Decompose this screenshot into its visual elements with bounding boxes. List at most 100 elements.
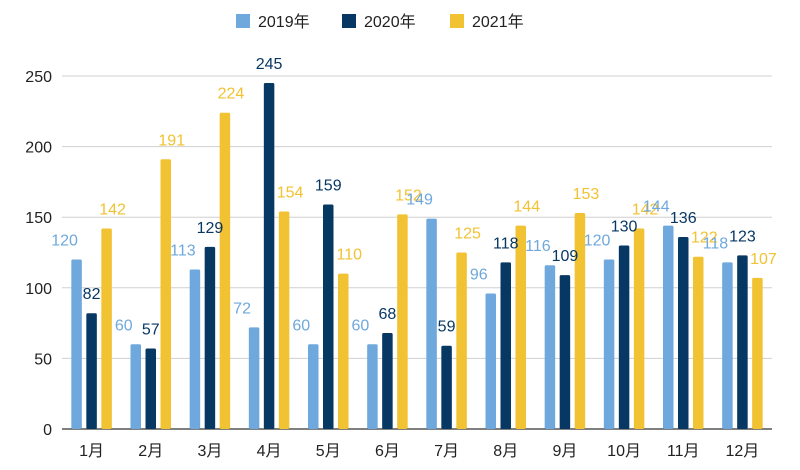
data-label: 110	[336, 247, 362, 264]
legend-swatch	[450, 14, 464, 28]
bar-2021年-12月[interactable]	[752, 277, 763, 429]
data-label: 191	[158, 132, 185, 149]
bar-2021年-2月[interactable]	[160, 159, 172, 430]
data-label: 152	[395, 187, 422, 204]
data-label: 107	[750, 251, 777, 268]
x-tick-label: 5月	[316, 443, 341, 460]
data-label: 120	[51, 233, 78, 250]
bar-2020年-1月[interactable]	[86, 313, 97, 429]
legend[interactable]: 2019年 2020年 2021年	[236, 13, 524, 31]
x-axis: 1月 2月 3月 4月 5月 6月 7月 8月 9月 10月 11月 12月	[79, 443, 759, 460]
data-label: 60	[292, 317, 310, 334]
x-tick-label: 7月	[434, 443, 459, 460]
x-tick-label: 2月	[138, 443, 163, 460]
y-tick-label: 200	[25, 140, 52, 157]
data-label: 72	[233, 300, 251, 317]
legend-label: 2019年	[258, 13, 310, 31]
bar-2019年-7月[interactable]	[426, 218, 437, 429]
x-tick-label: 3月	[197, 443, 222, 460]
data-label: 59	[438, 319, 456, 336]
bar-area	[71, 83, 763, 430]
bar-2021年-4月[interactable]	[278, 211, 290, 429]
bar-2021年-10月[interactable]	[633, 228, 645, 429]
data-label: 224	[218, 86, 245, 103]
y-tick-label: 0	[43, 422, 52, 439]
bar-2021年-6月[interactable]	[397, 214, 408, 429]
data-label: 154	[277, 185, 304, 202]
bar-2021年-7月[interactable]	[456, 252, 467, 430]
bar-2020年-9月[interactable]	[559, 275, 571, 429]
data-label: 142	[99, 201, 126, 218]
bar-2020年-6月[interactable]	[382, 332, 393, 429]
bar-2019年-1月[interactable]	[71, 259, 82, 429]
y-tick-label: 150	[25, 210, 52, 227]
bar-2020年-7月[interactable]	[441, 345, 452, 429]
bar-2019年-5月[interactable]	[308, 344, 319, 429]
data-label: 60	[352, 317, 370, 334]
legend-item-2021年[interactable]: 2021年	[450, 13, 524, 31]
legend-label: 2021年	[472, 13, 524, 31]
bar-2019年-8月[interactable]	[485, 293, 497, 429]
bar-2020年-10月[interactable]	[618, 245, 630, 429]
bar-2019年-2月[interactable]	[130, 344, 142, 429]
data-label: 123	[729, 228, 756, 245]
legend-item-2019年[interactable]: 2019年	[236, 13, 310, 31]
bar-2021年-9月[interactable]	[574, 212, 586, 429]
x-tick-label: 4月	[257, 443, 282, 460]
legend-swatch	[236, 14, 250, 28]
data-label: 57	[142, 322, 160, 339]
legend-item-2020年[interactable]: 2020年	[342, 13, 416, 31]
bar-2019年-12月[interactable]	[722, 262, 733, 429]
bar-2019年-4月[interactable]	[248, 327, 260, 429]
data-label: 96	[470, 266, 488, 283]
x-tick-label: 10月	[607, 443, 641, 460]
data-label: 159	[315, 177, 342, 194]
legend-swatch	[342, 14, 356, 28]
bar-2019年-6月[interactable]	[367, 344, 378, 429]
data-label: 120	[584, 233, 611, 250]
data-label: 122	[691, 230, 718, 247]
bar-2021年-11月[interactable]	[693, 256, 704, 429]
bar-2021年-1月[interactable]	[101, 228, 112, 429]
bar-2021年-8月[interactable]	[515, 225, 527, 429]
legend-label: 2020年	[364, 13, 416, 31]
data-label: 125	[454, 226, 481, 243]
bar-2019年-9月[interactable]	[544, 265, 556, 429]
bar-2020年-12月[interactable]	[737, 255, 748, 429]
bar-2021年-3月[interactable]	[219, 112, 231, 429]
y-tick-label: 50	[34, 351, 52, 368]
data-label: 142	[632, 201, 659, 218]
data-label: 113	[170, 242, 196, 259]
data-label: 129	[197, 220, 224, 237]
data-label: 144	[643, 199, 670, 216]
data-label: 245	[256, 56, 283, 73]
data-label: 60	[115, 317, 133, 334]
bar-2020年-3月[interactable]	[204, 246, 216, 429]
data-label: 136	[670, 210, 697, 227]
bar-2020年-11月[interactable]	[678, 236, 689, 429]
gridlines	[62, 75, 772, 430]
bar-2020年-2月[interactable]	[145, 348, 157, 429]
data-label: 149	[406, 192, 433, 209]
data-label: 130	[611, 218, 638, 235]
data-label: 118	[493, 235, 519, 252]
x-tick-label: 11月	[667, 443, 700, 460]
y-axis: 0 50 100 150 200 250	[25, 69, 52, 439]
x-tick-label: 9月	[552, 443, 577, 460]
bar-2020年-4月[interactable]	[263, 83, 275, 429]
data-label: 116	[525, 238, 551, 255]
y-tick-label: 250	[25, 69, 52, 86]
bar-2020年-8月[interactable]	[500, 262, 512, 429]
bar-2019年-10月[interactable]	[603, 259, 615, 429]
bar-2020年-5月[interactable]	[323, 204, 334, 429]
bar-2019年-11月[interactable]	[663, 225, 674, 429]
data-label: 144	[513, 199, 540, 216]
bar-2019年-3月[interactable]	[189, 269, 201, 429]
x-tick-label: 8月	[493, 443, 518, 460]
x-tick-label: 12月	[726, 443, 760, 460]
data-label: 153	[573, 186, 600, 203]
bar-2021年-5月[interactable]	[338, 273, 349, 429]
data-label: 118	[703, 235, 729, 252]
